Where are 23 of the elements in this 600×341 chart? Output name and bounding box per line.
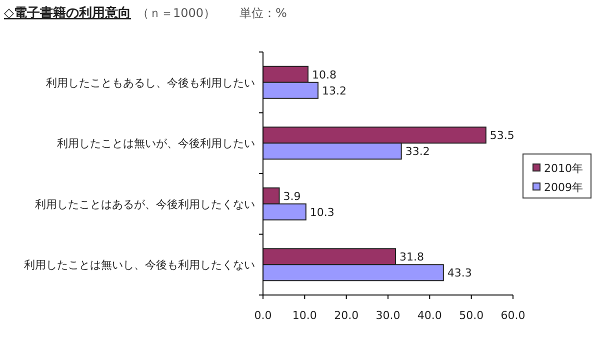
- data-label: 13.2: [322, 84, 346, 98]
- x-tick: 60.0: [500, 309, 526, 322]
- category: 利用したことは無いし、今後も利用したくない: [24, 258, 255, 272]
- subtitle: （ｎ＝1000） 単位：%: [137, 6, 287, 20]
- x-tick: 30.0: [376, 309, 400, 322]
- x-tick: 0.0: [254, 309, 272, 322]
- category: 利用したこともあるし、今後も利用したい: [46, 76, 255, 90]
- data-label: 10.8: [312, 68, 336, 82]
- title: ◇電子書籍の利用意向: [4, 6, 131, 21]
- category: 利用したことは無いが、今後利用したい: [57, 137, 255, 150]
- x-tick: 40.0: [417, 309, 442, 322]
- data-label: 3.9: [283, 190, 301, 203]
- data-label: 33.2: [405, 145, 430, 158]
- x-tick: 10.0: [292, 309, 317, 322]
- data-label: 31.8: [400, 250, 424, 264]
- x-tick: 50.0: [459, 309, 484, 322]
- data-label: 10.3: [310, 206, 334, 219]
- data-label: 43.3: [447, 266, 472, 280]
- legend-label: 2009年: [544, 181, 583, 194]
- legend-label: 2010年: [544, 162, 583, 175]
- data-label: 53.5: [490, 129, 514, 142]
- x-tick: 20.0: [334, 309, 359, 322]
- category: 利用したことはあるが、今後利用したくない: [35, 198, 255, 211]
